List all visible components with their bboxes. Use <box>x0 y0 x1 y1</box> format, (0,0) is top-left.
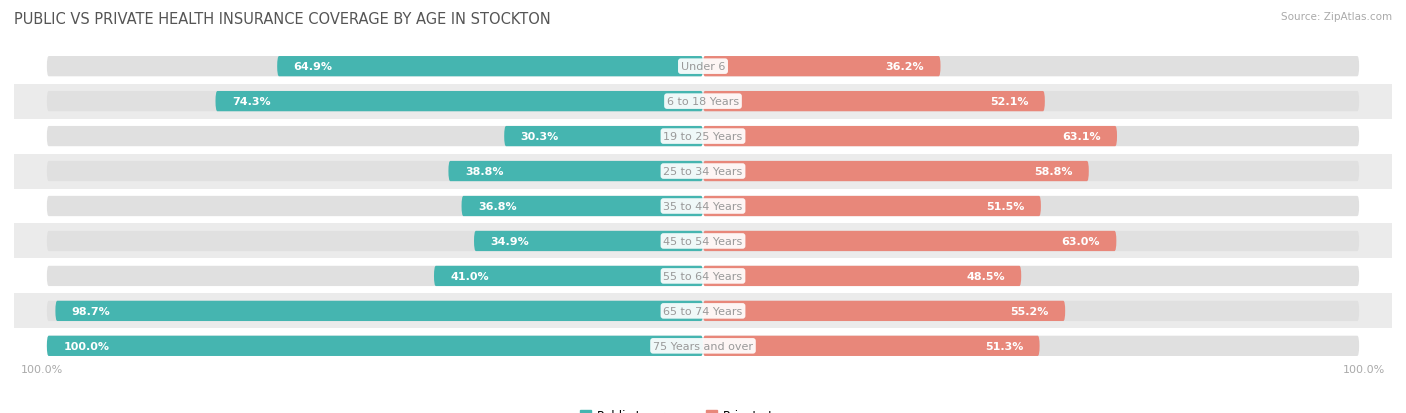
Bar <box>14 50 1392 84</box>
FancyBboxPatch shape <box>46 336 703 356</box>
Text: 55 to 64 Years: 55 to 64 Years <box>664 271 742 281</box>
Text: 6 to 18 Years: 6 to 18 Years <box>666 97 740 107</box>
Text: 55.2%: 55.2% <box>1011 306 1049 316</box>
FancyBboxPatch shape <box>434 266 703 286</box>
FancyBboxPatch shape <box>474 231 703 252</box>
FancyBboxPatch shape <box>703 197 1040 216</box>
FancyBboxPatch shape <box>703 266 1360 286</box>
FancyBboxPatch shape <box>277 57 703 77</box>
Bar <box>14 189 1392 224</box>
FancyBboxPatch shape <box>703 231 1360 252</box>
Text: 34.9%: 34.9% <box>491 236 529 247</box>
Text: 100.0%: 100.0% <box>63 341 110 351</box>
FancyBboxPatch shape <box>505 127 703 147</box>
Text: 74.3%: 74.3% <box>232 97 270 107</box>
Text: 75 Years and over: 75 Years and over <box>652 341 754 351</box>
FancyBboxPatch shape <box>55 301 703 321</box>
FancyBboxPatch shape <box>46 336 703 356</box>
FancyBboxPatch shape <box>703 161 1088 182</box>
Bar <box>14 329 1392 363</box>
FancyBboxPatch shape <box>449 161 703 182</box>
Text: 19 to 25 Years: 19 to 25 Years <box>664 132 742 142</box>
Text: 45 to 54 Years: 45 to 54 Years <box>664 236 742 247</box>
Text: 36.8%: 36.8% <box>478 202 516 211</box>
Text: 30.3%: 30.3% <box>520 132 558 142</box>
Text: 35 to 44 Years: 35 to 44 Years <box>664 202 742 211</box>
Bar <box>14 224 1392 259</box>
Text: 52.1%: 52.1% <box>990 97 1028 107</box>
FancyBboxPatch shape <box>46 161 703 182</box>
FancyBboxPatch shape <box>703 57 1360 77</box>
Text: 65 to 74 Years: 65 to 74 Years <box>664 306 742 316</box>
Bar <box>14 84 1392 119</box>
FancyBboxPatch shape <box>46 266 703 286</box>
FancyBboxPatch shape <box>703 336 1039 356</box>
FancyBboxPatch shape <box>46 301 703 321</box>
FancyBboxPatch shape <box>46 197 703 216</box>
Text: Under 6: Under 6 <box>681 62 725 72</box>
FancyBboxPatch shape <box>703 92 1045 112</box>
FancyBboxPatch shape <box>703 231 1116 252</box>
FancyBboxPatch shape <box>461 197 703 216</box>
Text: 51.5%: 51.5% <box>986 202 1025 211</box>
FancyBboxPatch shape <box>703 301 1360 321</box>
Text: 38.8%: 38.8% <box>465 166 503 177</box>
Text: 51.3%: 51.3% <box>984 341 1024 351</box>
FancyBboxPatch shape <box>215 92 703 112</box>
FancyBboxPatch shape <box>703 92 1360 112</box>
FancyBboxPatch shape <box>703 266 1021 286</box>
Text: 64.9%: 64.9% <box>294 62 333 72</box>
Bar <box>14 259 1392 294</box>
Text: 25 to 34 Years: 25 to 34 Years <box>664 166 742 177</box>
FancyBboxPatch shape <box>703 127 1360 147</box>
FancyBboxPatch shape <box>703 301 1066 321</box>
Text: 98.7%: 98.7% <box>72 306 111 316</box>
FancyBboxPatch shape <box>46 127 703 147</box>
Text: 41.0%: 41.0% <box>450 271 489 281</box>
Bar <box>14 154 1392 189</box>
Bar <box>14 119 1392 154</box>
Text: 100.0%: 100.0% <box>21 364 63 374</box>
Text: 63.0%: 63.0% <box>1062 236 1099 247</box>
FancyBboxPatch shape <box>703 127 1116 147</box>
Text: 48.5%: 48.5% <box>966 271 1005 281</box>
Text: 63.1%: 63.1% <box>1062 132 1101 142</box>
FancyBboxPatch shape <box>46 57 703 77</box>
FancyBboxPatch shape <box>703 57 941 77</box>
FancyBboxPatch shape <box>703 197 1360 216</box>
FancyBboxPatch shape <box>703 161 1360 182</box>
Legend: Public Insurance, Private Insurance: Public Insurance, Private Insurance <box>575 404 831 413</box>
Text: 36.2%: 36.2% <box>886 62 924 72</box>
FancyBboxPatch shape <box>46 92 703 112</box>
FancyBboxPatch shape <box>46 231 703 252</box>
FancyBboxPatch shape <box>703 336 1360 356</box>
Text: 58.8%: 58.8% <box>1033 166 1073 177</box>
Text: PUBLIC VS PRIVATE HEALTH INSURANCE COVERAGE BY AGE IN STOCKTON: PUBLIC VS PRIVATE HEALTH INSURANCE COVER… <box>14 12 551 27</box>
Bar <box>14 294 1392 329</box>
Text: 100.0%: 100.0% <box>1343 364 1385 374</box>
Text: Source: ZipAtlas.com: Source: ZipAtlas.com <box>1281 12 1392 22</box>
